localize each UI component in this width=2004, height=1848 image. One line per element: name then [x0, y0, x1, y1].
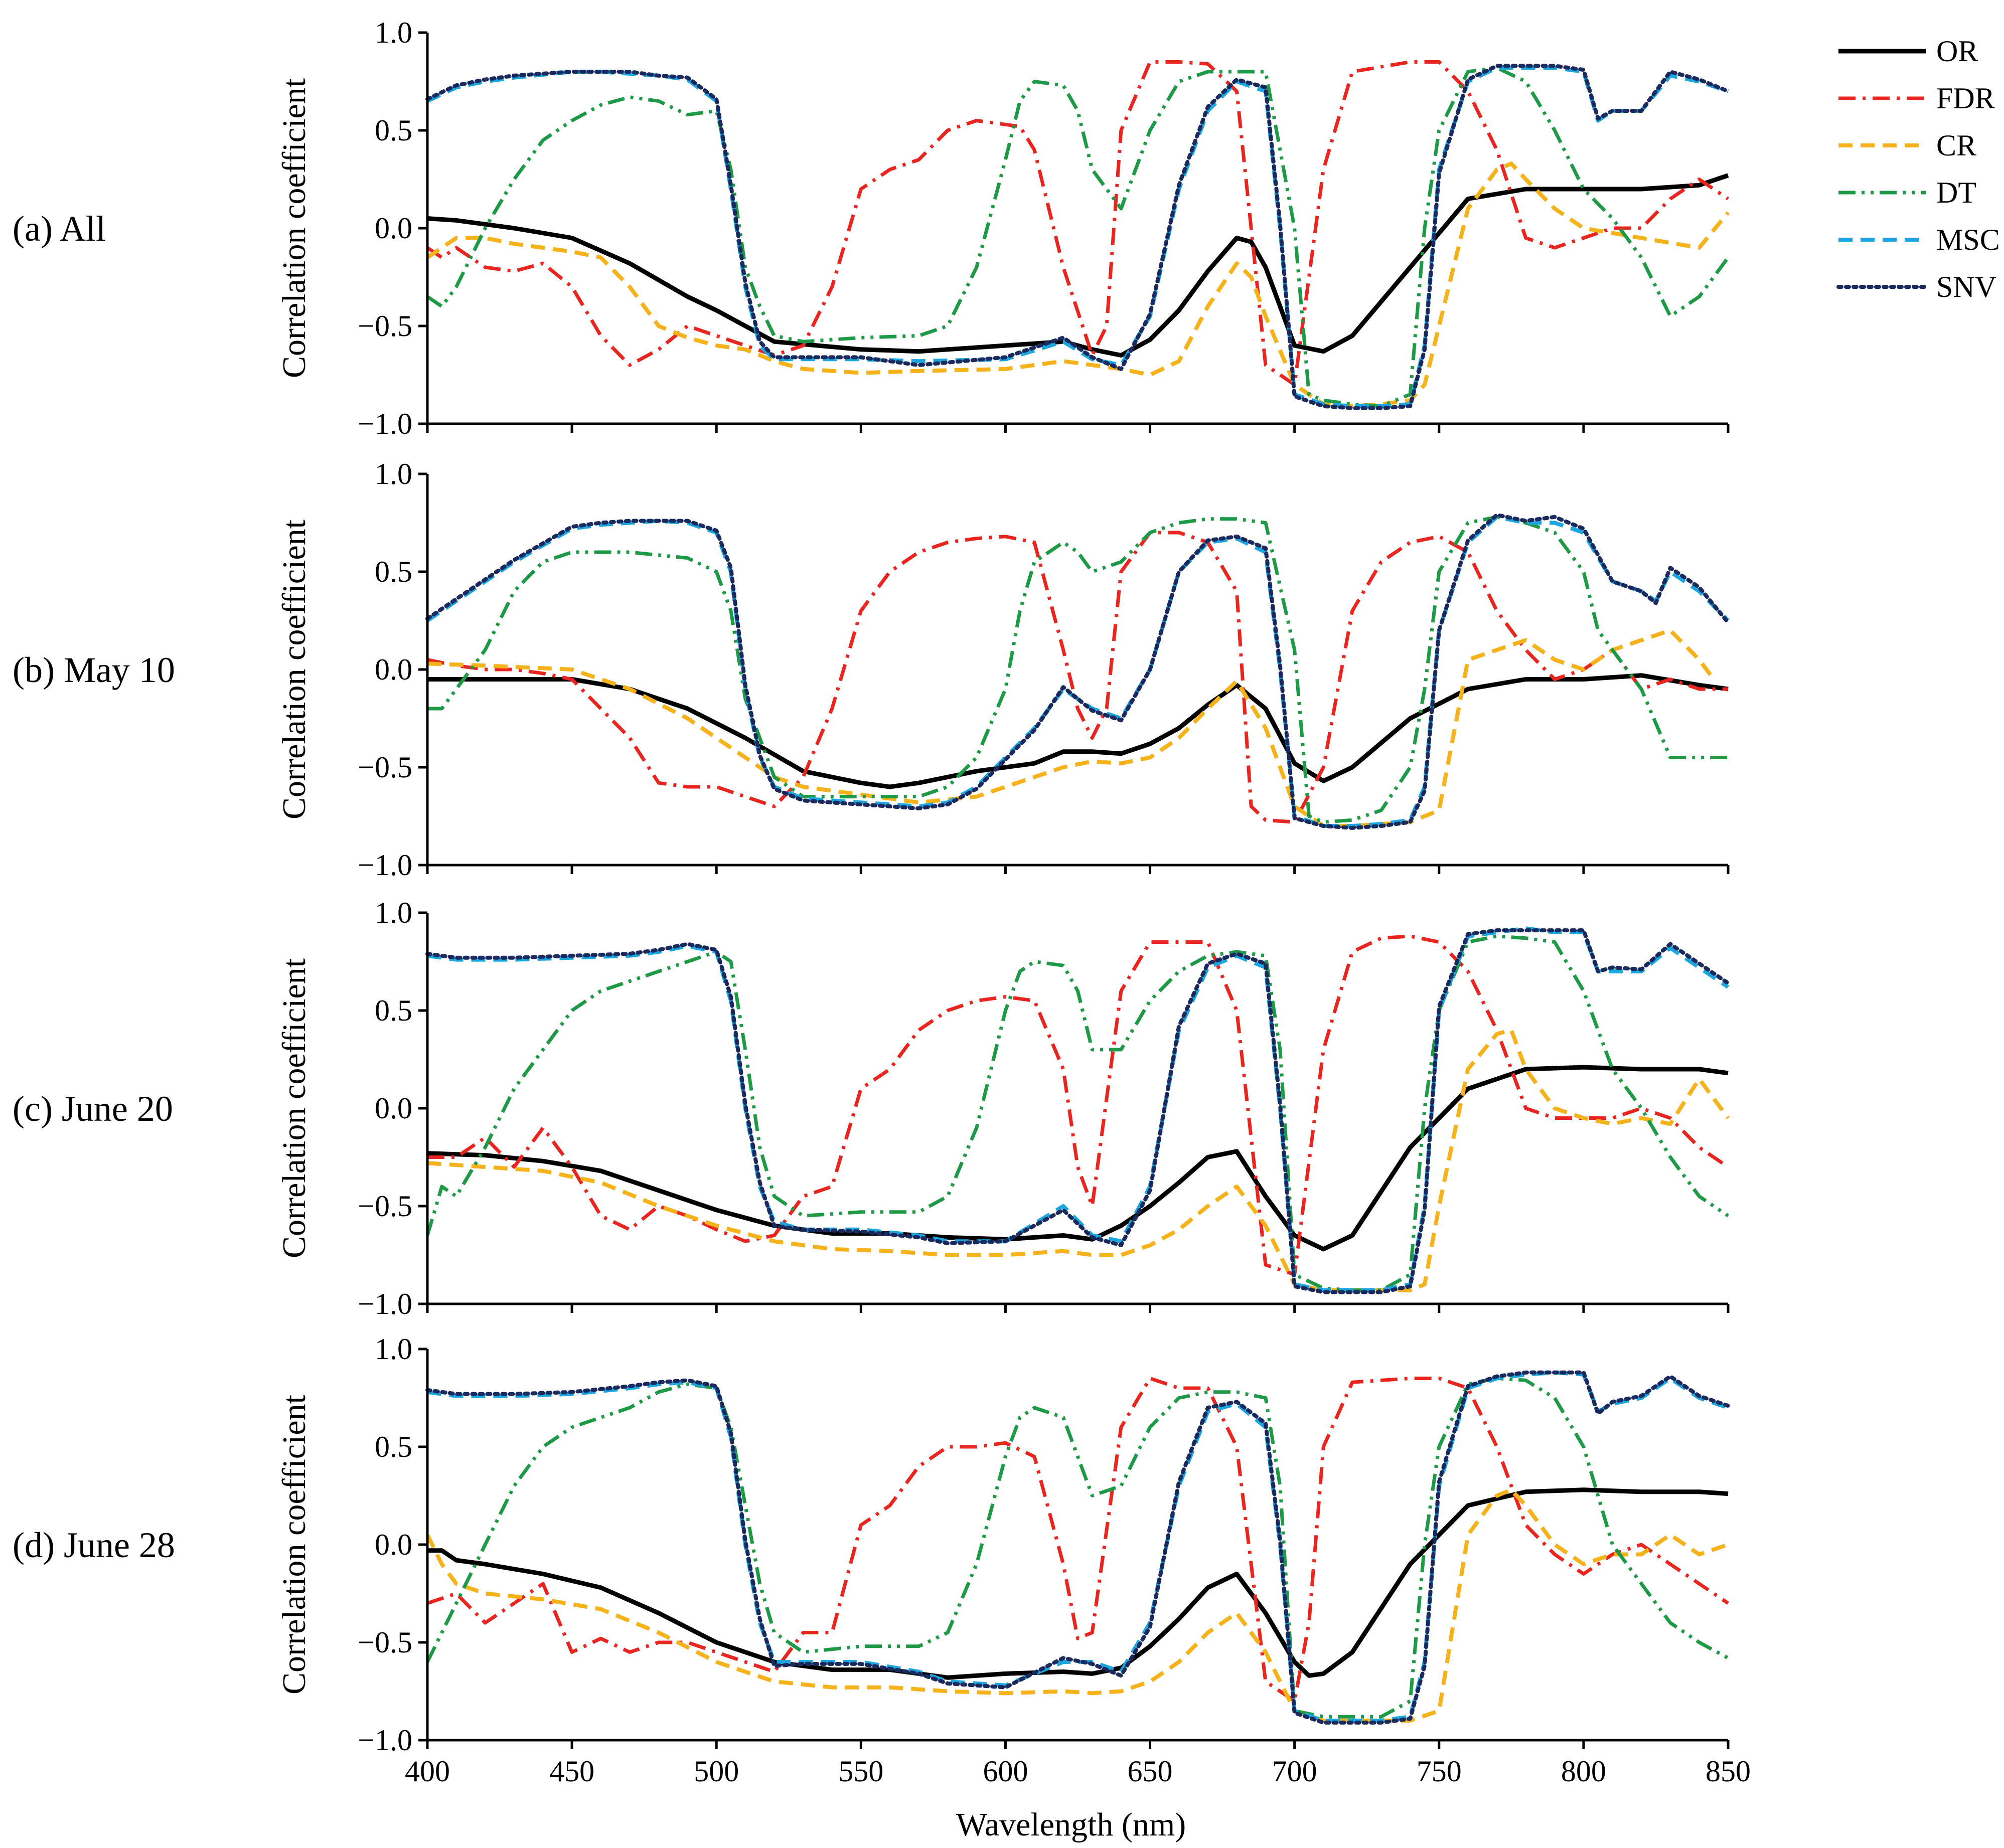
series-line-dt [427, 515, 1728, 824]
series-line-fdr [427, 531, 1728, 824]
panel-3-series [425, 926, 1730, 1294]
y-axis-title: Correlation coefficient [276, 520, 313, 819]
series-line-cr [425, 1487, 1729, 1723]
legend-label-msc: MSC [1936, 223, 2000, 256]
y-tick-label: −0.5 [358, 309, 412, 343]
series-line-dt [425, 934, 1729, 1292]
y-tick-label: 0.5 [375, 114, 412, 147]
legend: OR FDR CR DT MSC SNV [1836, 35, 2000, 303]
legend-label-or: OR [1936, 35, 1978, 68]
x-tick-label: 550 [838, 1755, 883, 1788]
series-line-or [427, 673, 1729, 789]
panel-label: (c) June 20 [13, 1089, 173, 1129]
series-line-or [427, 173, 1729, 358]
y-tick-label: 1.0 [375, 896, 412, 929]
y-tick-label: −1.0 [358, 1724, 412, 1757]
y-tick-label: −0.5 [358, 751, 412, 784]
y-tick-label: 0.0 [375, 1092, 412, 1125]
y-axis-title: Correlation coefficient [276, 958, 313, 1258]
x-tick-label: 500 [694, 1755, 739, 1788]
y-tick-label: −1.0 [358, 1287, 412, 1320]
panel-1-series [425, 60, 1730, 410]
series-line-dt [426, 66, 1730, 408]
y-tick-label: 1.0 [375, 1332, 412, 1366]
x-tick-label: 850 [1706, 1755, 1751, 1788]
series-line-snv [425, 513, 1730, 830]
series-line-snv [425, 1370, 1730, 1725]
legend-label-fdr: FDR [1936, 82, 1995, 115]
series-line-cr [426, 161, 1730, 408]
y-tick-label: 1.0 [375, 16, 412, 49]
series-line-snv [425, 64, 1730, 410]
series-line-or [427, 1065, 1729, 1252]
series-line-snv [425, 928, 1730, 1294]
y-tick-label: 0.0 [375, 1528, 412, 1561]
panel-label: (d) June 28 [13, 1525, 175, 1565]
series-line-fdr [426, 60, 1729, 387]
panel-2-series [425, 513, 1730, 830]
y-tick-label: −0.5 [358, 1190, 412, 1223]
panel-2: 1.0 0.5 0.0 −0.5 −1.0 Correlation coefficient… [13, 457, 1730, 882]
legend-label-cr: CR [1936, 129, 1976, 162]
y-axis-title: Correlation coefficient [276, 1395, 313, 1695]
panels-group: 1.0 0.5 0.0 −0.5 −1.0 Correlation coefficient… [13, 16, 1751, 1788]
legend-item-snv: SNV [1836, 270, 1996, 303]
y-tick-label: 0.5 [375, 1430, 412, 1463]
legend-item-fdr: FDR [1838, 82, 1995, 115]
legend-item-msc: MSC [1838, 223, 2000, 256]
series-line-or [427, 1487, 1729, 1680]
x-tick-label: 800 [1561, 1755, 1606, 1788]
y-axis-title: Correlation coefficient [276, 78, 313, 378]
y-tick-label: 0.0 [375, 653, 412, 686]
y-tick-label: 0.5 [375, 555, 412, 588]
y-tick-label: −0.5 [358, 1626, 412, 1659]
x-tick-label: 600 [983, 1755, 1028, 1788]
panel-3: 1.0 0.5 0.0 −0.5 −1.0 Correlation coefficient… [13, 896, 1730, 1320]
legend-item-cr: CR [1838, 129, 1976, 162]
x-tick-label: 450 [549, 1755, 594, 1788]
x-axis-title: Wavelength (nm) [956, 1806, 1186, 1843]
legend-label-dt: DT [1936, 176, 1976, 209]
y-tick-label: 1.0 [375, 457, 412, 490]
panel-1: 1.0 0.5 0.0 −0.5 −1.0 Correlation coefficient… [13, 16, 1730, 440]
series-line-fdr [426, 1377, 1729, 1703]
y-tick-label: 0.0 [375, 212, 412, 245]
x-tick-label: 750 [1417, 1755, 1462, 1788]
y-tick-label: −1.0 [358, 849, 412, 882]
y-tick-label: 0.5 [375, 994, 412, 1027]
legend-item-dt: DT [1838, 176, 1976, 209]
series-line-cr [427, 628, 1716, 828]
series-line-fdr [427, 934, 1729, 1276]
panel-label: (b) May 10 [13, 650, 175, 690]
panel-4-series [425, 1370, 1730, 1725]
legend-item-or: OR [1838, 35, 1978, 68]
y-tick-label: −1.0 [358, 407, 412, 440]
x-tick-label: 650 [1128, 1755, 1173, 1788]
series-line-msc [426, 515, 1730, 828]
legend-label-snv: SNV [1936, 270, 1996, 303]
x-tick-label: 400 [405, 1755, 450, 1788]
x-tick-label: 700 [1272, 1755, 1317, 1788]
series-line-cr [427, 1028, 1730, 1292]
panel-label: (a) All [13, 209, 106, 249]
